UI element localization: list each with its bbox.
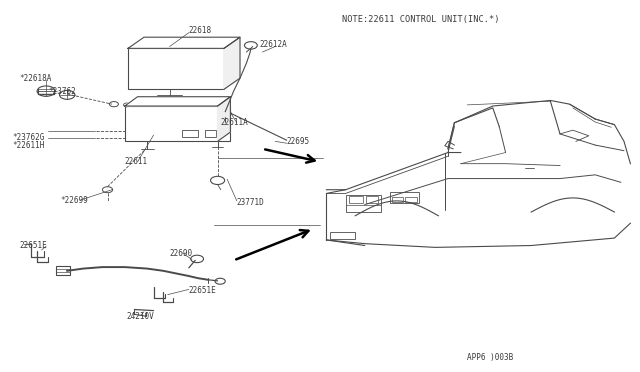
Text: 22690: 22690 bbox=[170, 249, 193, 258]
Bar bbox=[125, 106, 230, 141]
Circle shape bbox=[109, 102, 118, 107]
Text: 22611: 22611 bbox=[125, 157, 148, 166]
Circle shape bbox=[220, 110, 231, 117]
Bar bbox=[205, 130, 216, 137]
Bar bbox=[346, 195, 381, 212]
Polygon shape bbox=[128, 37, 240, 48]
Text: 22651E: 22651E bbox=[19, 241, 47, 250]
Text: 22695: 22695 bbox=[287, 137, 310, 146]
Bar bbox=[405, 197, 417, 202]
Text: 22651E: 22651E bbox=[189, 286, 216, 295]
Circle shape bbox=[211, 176, 225, 185]
Text: APP6 )003B: APP6 )003B bbox=[467, 353, 513, 362]
Text: 22612A: 22612A bbox=[259, 40, 287, 49]
Text: NOTE:22611 CONTROL UNIT(INC.*): NOTE:22611 CONTROL UNIT(INC.*) bbox=[342, 15, 500, 24]
Circle shape bbox=[124, 103, 130, 107]
Bar bbox=[349, 196, 363, 203]
Circle shape bbox=[191, 255, 204, 263]
Bar bbox=[128, 48, 224, 89]
Ellipse shape bbox=[367, 213, 428, 245]
Text: *23762G: *23762G bbox=[13, 133, 45, 142]
Circle shape bbox=[60, 90, 75, 99]
Circle shape bbox=[215, 278, 225, 284]
Polygon shape bbox=[218, 97, 230, 141]
Circle shape bbox=[244, 42, 257, 49]
Ellipse shape bbox=[559, 218, 586, 232]
Text: 22618: 22618 bbox=[189, 26, 212, 35]
Text: *22699: *22699 bbox=[61, 196, 88, 205]
Bar bbox=[182, 130, 198, 137]
Text: *22618A: *22618A bbox=[19, 74, 52, 83]
Circle shape bbox=[102, 187, 113, 193]
Text: *22611H: *22611H bbox=[13, 141, 45, 150]
Text: *23762: *23762 bbox=[48, 87, 76, 96]
Bar bbox=[390, 192, 419, 203]
Text: 24210V: 24210V bbox=[127, 312, 154, 321]
Ellipse shape bbox=[544, 210, 602, 240]
Text: 23771D: 23771D bbox=[237, 198, 264, 207]
Text: 22611A: 22611A bbox=[221, 118, 248, 127]
Bar bbox=[330, 232, 355, 239]
Bar bbox=[366, 196, 378, 203]
Ellipse shape bbox=[383, 221, 412, 236]
Circle shape bbox=[37, 86, 55, 96]
Polygon shape bbox=[125, 97, 230, 106]
Bar bbox=[392, 197, 403, 202]
Bar bbox=[56, 266, 70, 275]
Polygon shape bbox=[224, 37, 240, 89]
